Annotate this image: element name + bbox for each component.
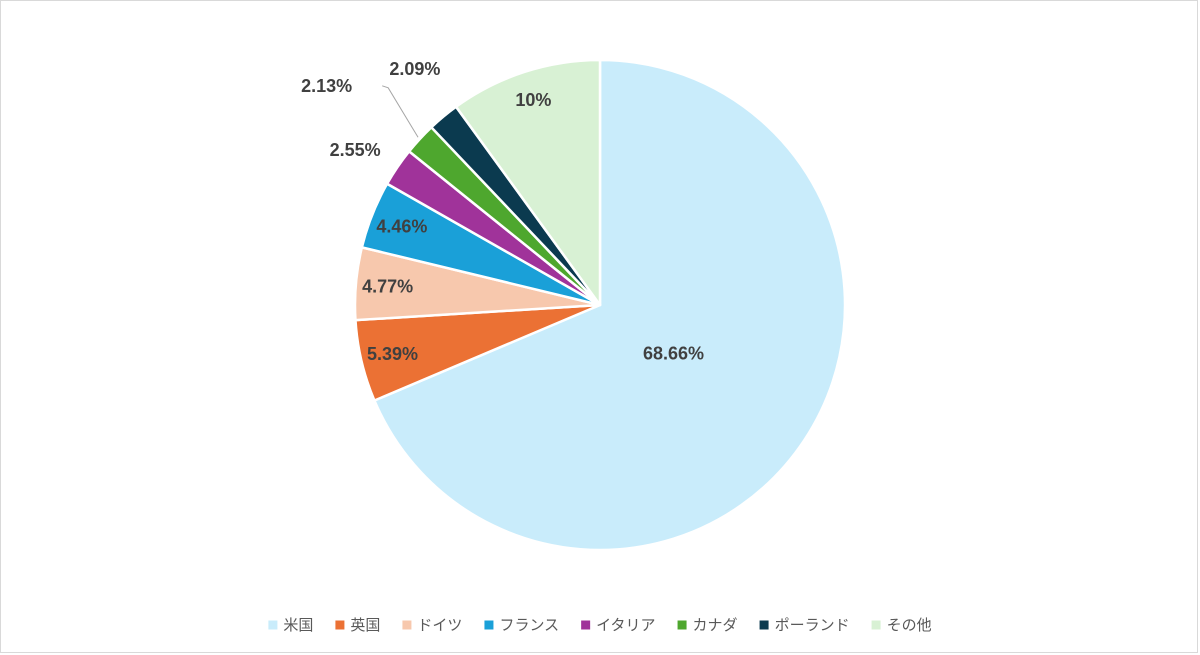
legend-label-3: ドイツ <box>417 616 462 634</box>
legend-label-2: 英国 <box>350 616 380 634</box>
data-label-8: 10% <box>515 90 551 110</box>
data-labels: 68.66% 5.39% 4.77% 4.46% 2.55% 2.13% 2.09% 10% <box>301 59 704 364</box>
data-label-2: 5.39% <box>367 344 418 364</box>
legend-swatch-3 <box>402 620 412 630</box>
legend-label-8: その他 <box>887 616 932 634</box>
legend: 米国 英国 ドイツ フランス イタリア カナダ ポーランド その他 <box>268 616 932 634</box>
legend-label-4: フランス <box>499 616 559 634</box>
data-label-4: 4.46% <box>376 216 427 236</box>
legend-swatch-8 <box>871 620 881 630</box>
data-label-6: 2.13% <box>301 76 352 96</box>
legend-swatch-5 <box>581 620 591 630</box>
data-label-5: 2.55% <box>330 140 381 160</box>
data-label-3: 4.77% <box>362 276 413 296</box>
slice-1 <box>373 58 847 552</box>
legend-swatch-7 <box>759 620 769 630</box>
legend-label-1: 米国 <box>283 616 313 634</box>
data-label-7: 2.09% <box>389 59 440 79</box>
legend-label-5: イタリア <box>596 616 655 634</box>
legend-label-6: カナダ <box>693 616 738 634</box>
slice-8 <box>454 58 602 307</box>
legend-swatch-2 <box>335 620 345 630</box>
legend-label-7: ポーランド <box>775 616 850 634</box>
pie-slices <box>353 58 847 552</box>
legend-swatch-1 <box>268 620 278 630</box>
data-label-1: 68.66% <box>643 344 704 364</box>
legend-swatch-4 <box>484 620 494 630</box>
leader-lines <box>382 85 419 138</box>
leader-line-6 <box>382 85 419 138</box>
legend-swatch-6 <box>677 620 687 630</box>
